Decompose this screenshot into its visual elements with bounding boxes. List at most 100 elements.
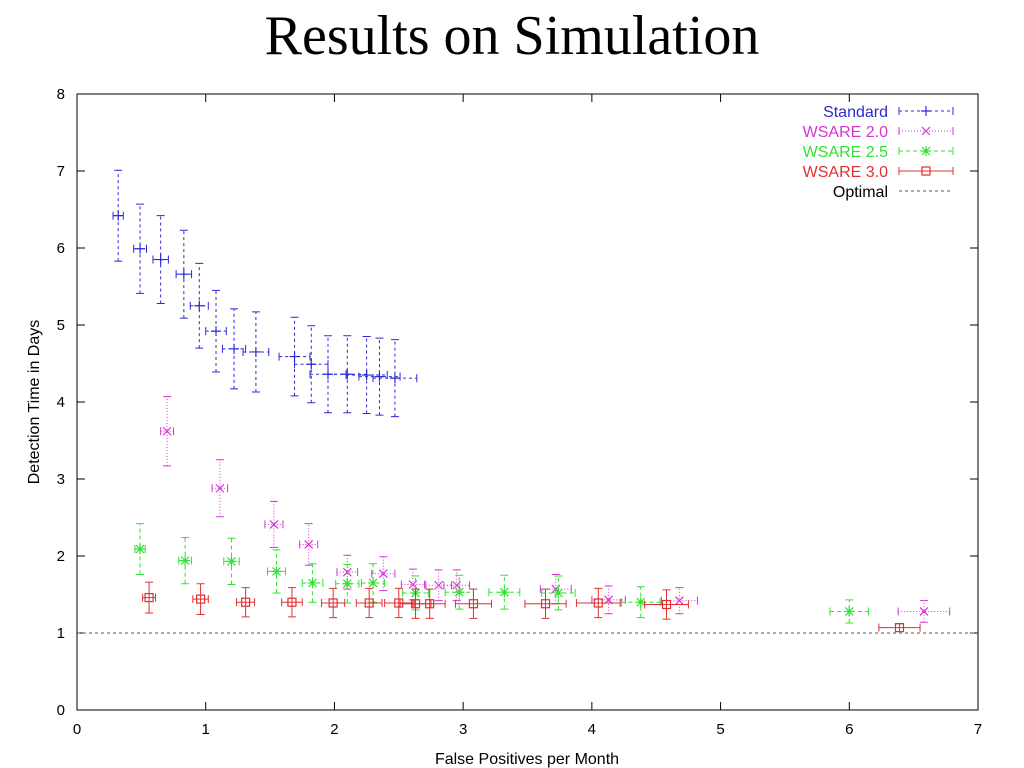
error-bar-caps [829,599,870,624]
data-point [878,623,921,633]
marker-plus [113,210,124,221]
legend-label: Standard [823,104,888,121]
error-bar-caps [281,587,303,618]
marker-square [195,594,206,604]
error-bar-caps [400,568,426,601]
error-bar-caps [541,575,576,611]
error-bar-caps [223,537,240,585]
error-bar-caps [345,336,388,415]
error-bar-caps [133,203,148,294]
data-point [281,587,303,618]
marker-square [364,598,374,608]
data-point [321,587,346,619]
error-bar-caps [524,588,567,619]
series-wsare-2-0 [160,396,951,623]
data-point [345,336,388,415]
data-point [134,523,146,575]
error-bar-caps [192,583,209,616]
error-bar-caps [301,563,324,603]
marker-x [378,569,388,579]
legend-entry-optimal: Optimal [833,184,953,201]
marker-square [593,598,603,608]
error-bar-caps [355,587,383,619]
data-point [355,587,383,619]
y-tick-label: 7 [57,163,65,180]
error-bar-caps [371,556,396,592]
marker-plus [342,369,353,380]
series-wsare-3-0 [142,581,921,633]
error-bar-caps [644,589,689,620]
marker-star [226,556,237,567]
error-bar-caps [360,563,386,603]
marker-square [144,592,154,603]
marker-plus [211,326,222,337]
data-point [384,587,414,619]
y-tick-label: 0 [57,702,65,719]
marker-star [553,587,564,598]
series-standard [112,169,418,418]
error-bar-caps [897,600,951,623]
marker-plus [306,359,317,370]
data-point [211,459,229,518]
error-bar-caps [372,339,418,418]
y-tick-label: 1 [57,625,65,642]
error-bar-caps [266,549,287,594]
data-point [400,568,426,601]
data-point [327,335,368,414]
x-tick-label: 5 [716,721,724,738]
data-point [223,537,240,585]
error-bar-caps [488,574,521,610]
error-bar-caps [443,569,471,602]
y-axis-label: Detection Time in Days [26,320,43,485]
marker-square [287,597,297,607]
error-bar-caps [152,215,169,304]
data-point [242,311,270,393]
x-axis-ticks: 0 1 2 3 4 5 6 7 [73,94,982,738]
y-tick-label: 5 [57,317,65,334]
legend-caps [898,167,954,175]
marker-square [894,623,905,633]
data-point [192,583,209,616]
y-tick-label: 8 [57,86,65,103]
error-bar-caps [336,554,359,590]
data-point [644,589,689,620]
marker-plus [135,243,146,254]
marker-plus [921,106,931,116]
marker-star [635,597,646,608]
data-point [371,556,396,592]
data-point [541,575,576,611]
marker-square [241,597,251,607]
marker-star [271,566,282,577]
data-point [575,587,621,619]
data-point [620,586,661,619]
error-bar-caps [575,587,621,619]
marker-x [434,580,444,590]
marker-x [269,520,279,529]
marker-star [342,578,353,589]
data-point [360,563,386,603]
x-tick-label: 0 [73,721,81,738]
marker-square [468,599,479,609]
error-bar-caps [142,581,157,614]
x-tick-label: 3 [459,721,467,738]
marker-square [425,599,435,609]
error-bar-caps [335,563,360,604]
data-point [488,574,521,610]
error-bar-caps [413,588,446,619]
data-point [372,339,418,418]
error-bar-caps [221,308,247,390]
marker-x [674,596,684,606]
y-tick-label: 4 [57,394,65,411]
marker-square [661,599,672,610]
marker-square [328,598,338,608]
marker-plus [374,371,385,382]
legend-entry: Standard [823,104,954,121]
marker-star [368,577,379,588]
error-bar-caps [454,588,492,619]
legend-label: WSARE 2.0 [803,124,888,141]
y-tick-label: 6 [57,240,65,257]
data-point [221,308,247,390]
legend-entry: WSARE 2.0 [803,124,954,141]
marker-star [307,577,318,588]
data-point [335,563,360,604]
